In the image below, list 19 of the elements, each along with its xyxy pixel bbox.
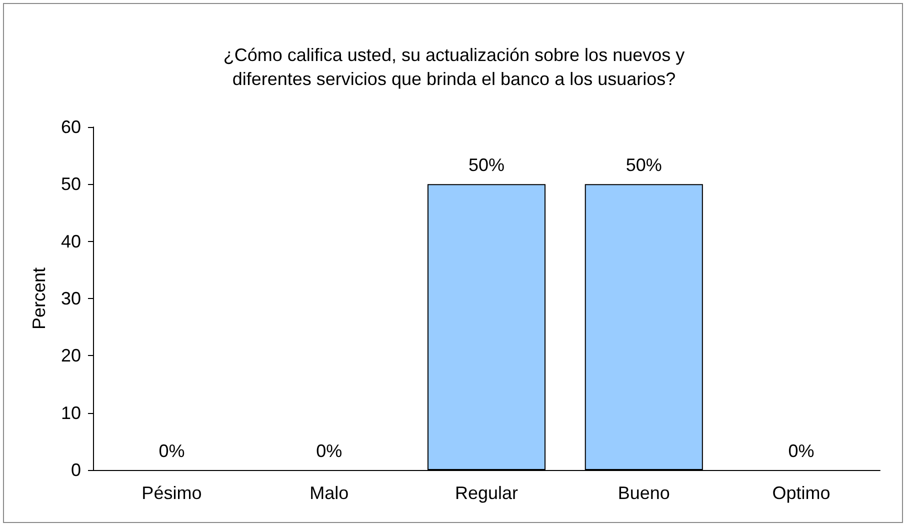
x-tick-label: Malo [310, 483, 349, 503]
x-tick-label: Bueno [618, 483, 670, 503]
y-tick-label: 60 [60, 117, 81, 137]
y-tick-label: 50 [60, 174, 81, 194]
x-tick-label: Optimo [772, 483, 830, 503]
data-label: 0% [316, 441, 342, 461]
data-label: 50% [626, 155, 662, 176]
y-axis-title: Percent [29, 267, 49, 330]
data-label: 0% [158, 441, 185, 461]
y-tick-label: 0 [70, 460, 81, 480]
chart-title: ¿Cómo califica usted, su actualización sobre los nuevos y diferentes servicios que brinda el banco a los usuarios? [223, 45, 685, 89]
y-tick-label: 20 [60, 346, 81, 366]
x-tick-label: Pésimo [142, 483, 202, 503]
y-tick-label: 30 [60, 288, 81, 308]
y-tick-label: 10 [60, 402, 81, 423]
data-label: 50% [468, 155, 505, 176]
y-tick-label: 40 [60, 231, 81, 252]
data-label: 0% [788, 441, 814, 461]
x-tick-label: Regular [454, 483, 518, 503]
